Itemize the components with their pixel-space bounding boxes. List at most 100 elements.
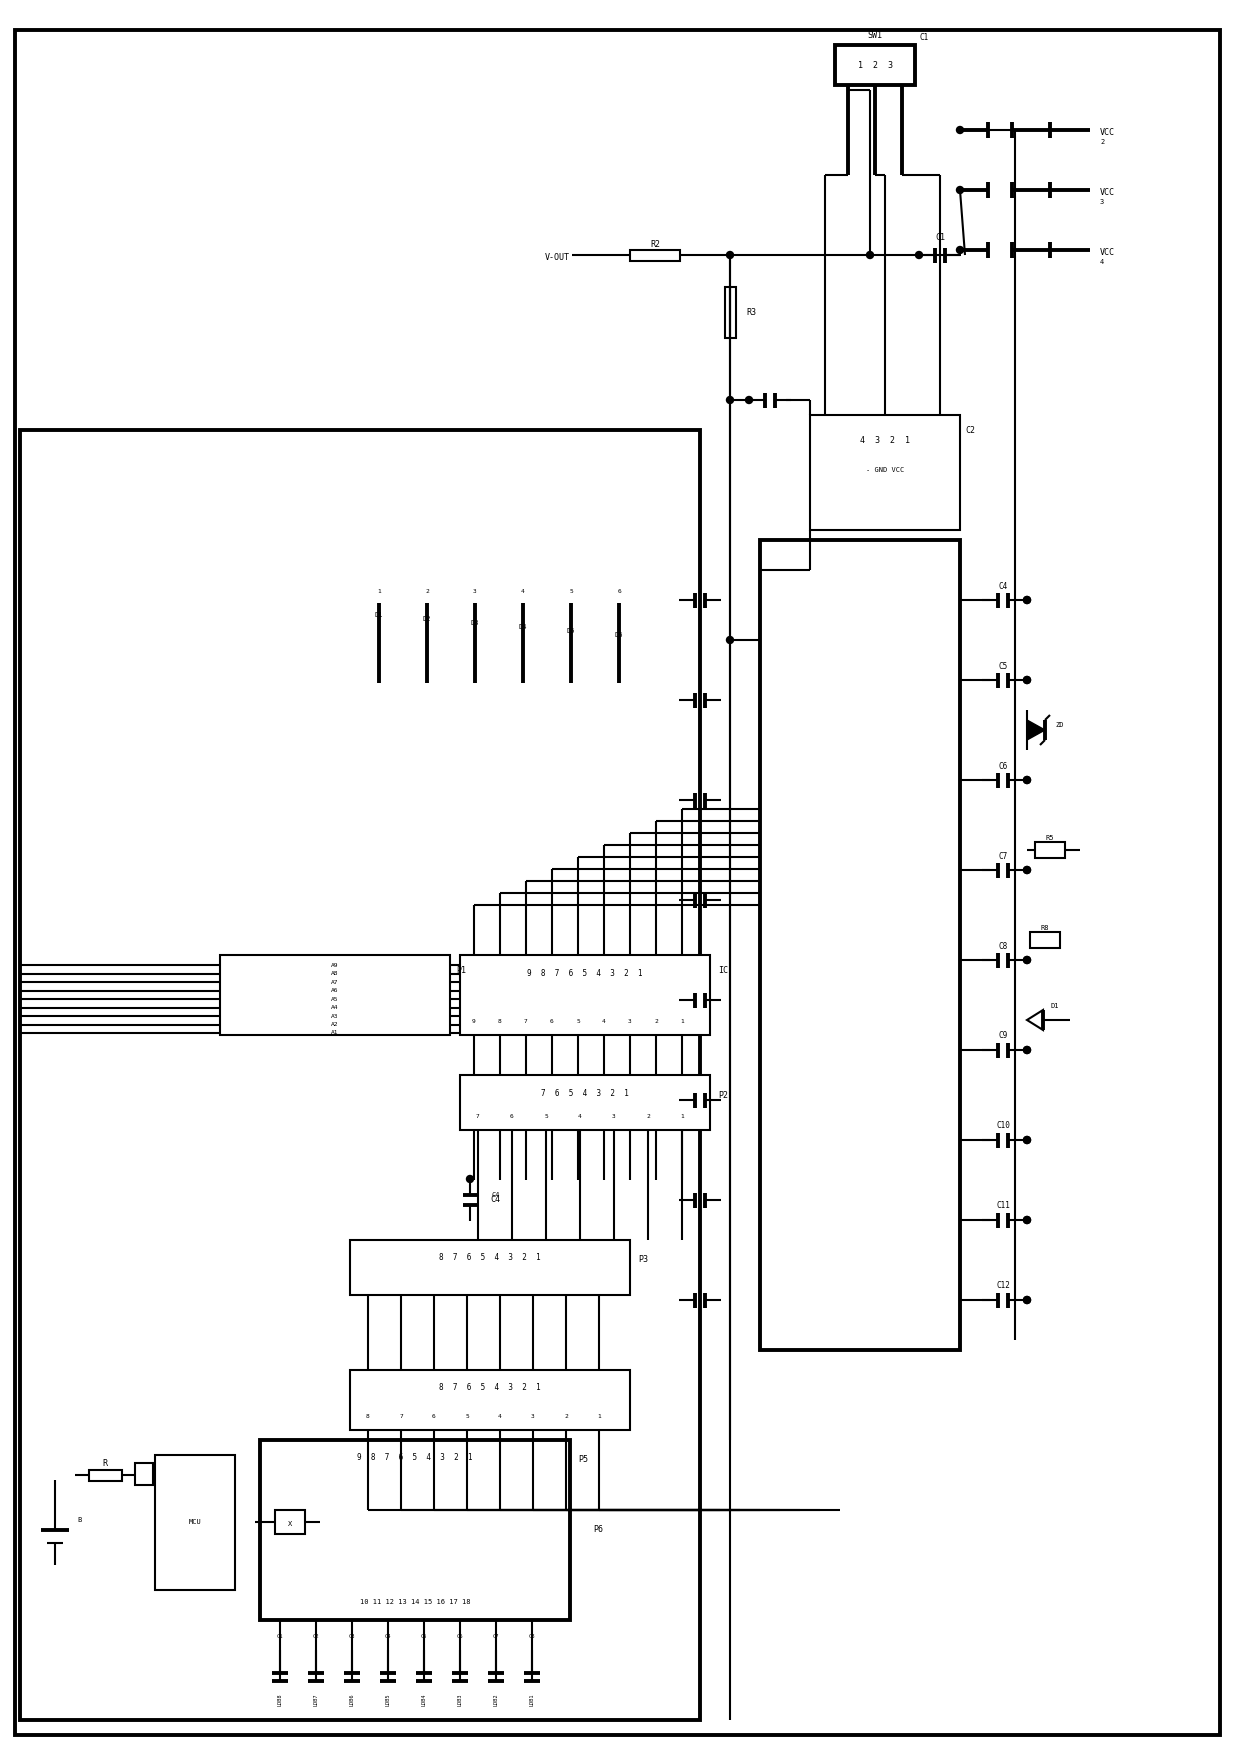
- Text: 5: 5: [544, 1113, 548, 1118]
- Circle shape: [1023, 1216, 1030, 1223]
- Text: 6: 6: [432, 1413, 436, 1419]
- Text: A8: A8: [331, 971, 339, 977]
- Text: D1: D1: [374, 611, 383, 618]
- Text: MCU: MCU: [188, 1518, 201, 1525]
- Bar: [1030, 931, 1060, 949]
- Text: 4  3  2  1: 4 3 2 1: [861, 435, 910, 444]
- Text: 4: 4: [498, 1413, 502, 1419]
- Text: 7: 7: [399, 1413, 403, 1419]
- Text: 9  8  7  6  5  4  3  2  1: 9 8 7 6 5 4 3 2 1: [527, 968, 642, 978]
- Text: 8: 8: [498, 1019, 502, 1024]
- Text: C11: C11: [996, 1202, 1009, 1211]
- Text: A2: A2: [331, 1022, 339, 1027]
- Circle shape: [1023, 596, 1030, 603]
- Circle shape: [745, 397, 753, 404]
- Text: 10 11 12 13 14 15 16 17 18: 10 11 12 13 14 15 16 17 18: [360, 1599, 470, 1605]
- Text: C1: C1: [277, 1635, 283, 1639]
- Bar: [260, 1440, 570, 1619]
- Circle shape: [1023, 596, 1030, 603]
- Bar: [630, 250, 680, 260]
- Circle shape: [915, 252, 923, 259]
- Text: C4: C4: [492, 1191, 501, 1198]
- Text: C2: C2: [965, 426, 975, 435]
- Text: C5: C5: [998, 662, 1008, 671]
- Text: 3: 3: [629, 1019, 632, 1024]
- Text: SW1: SW1: [868, 30, 883, 40]
- Text: VCC: VCC: [1100, 128, 1115, 136]
- Text: 5: 5: [465, 1413, 469, 1419]
- Bar: [1035, 842, 1065, 858]
- Text: R8: R8: [1040, 924, 1049, 931]
- Text: X: X: [288, 1522, 293, 1527]
- Bar: [460, 1074, 711, 1130]
- Bar: [275, 1509, 305, 1534]
- Bar: [88, 1469, 122, 1480]
- Text: LDB2: LDB2: [494, 1695, 498, 1707]
- Text: C7: C7: [998, 851, 1008, 861]
- Text: 2: 2: [1100, 140, 1105, 145]
- Text: - GND VCC: - GND VCC: [866, 466, 904, 473]
- Text: A9: A9: [331, 963, 339, 968]
- Text: C4: C4: [384, 1635, 392, 1639]
- Text: B: B: [77, 1516, 82, 1523]
- Text: 7: 7: [525, 1019, 528, 1024]
- Text: C10: C10: [996, 1122, 1009, 1130]
- Text: 5: 5: [577, 1019, 580, 1024]
- Text: A5: A5: [331, 996, 339, 1001]
- Text: D1: D1: [1050, 1003, 1059, 1010]
- Circle shape: [1023, 1216, 1030, 1223]
- Text: C4: C4: [490, 1195, 500, 1204]
- Circle shape: [956, 126, 963, 133]
- Text: D6: D6: [615, 632, 624, 638]
- Text: VCC: VCC: [1100, 248, 1115, 257]
- Circle shape: [1023, 867, 1030, 874]
- Circle shape: [1023, 1137, 1030, 1144]
- Circle shape: [466, 1176, 474, 1183]
- Text: C3: C3: [348, 1635, 355, 1639]
- Text: A1: A1: [331, 1031, 339, 1036]
- Text: 4: 4: [603, 1019, 606, 1024]
- Text: 6: 6: [510, 1113, 513, 1118]
- Circle shape: [1023, 1296, 1030, 1303]
- Text: A6: A6: [331, 989, 339, 992]
- Text: A3: A3: [331, 1013, 339, 1019]
- Text: 5: 5: [569, 589, 573, 594]
- Circle shape: [1023, 1046, 1030, 1053]
- Text: D5: D5: [567, 627, 575, 634]
- Text: 2: 2: [646, 1113, 650, 1118]
- Text: 4: 4: [521, 589, 525, 594]
- Bar: [724, 287, 735, 339]
- Text: C12: C12: [996, 1282, 1009, 1291]
- Text: C2: C2: [312, 1635, 319, 1639]
- Text: LDB4: LDB4: [422, 1695, 427, 1707]
- Text: 9: 9: [472, 1019, 476, 1024]
- Circle shape: [1023, 1046, 1030, 1053]
- Circle shape: [1023, 1296, 1030, 1303]
- Text: 6: 6: [618, 589, 621, 594]
- Bar: [460, 956, 711, 1034]
- Text: 8  7  6  5  4  3  2  1: 8 7 6 5 4 3 2 1: [439, 1384, 541, 1392]
- Text: 2: 2: [564, 1413, 568, 1419]
- Text: 7: 7: [476, 1113, 480, 1118]
- Circle shape: [1023, 1137, 1030, 1144]
- Text: 3: 3: [1100, 199, 1105, 204]
- Circle shape: [867, 252, 873, 259]
- Text: A7: A7: [331, 980, 339, 985]
- Polygon shape: [1027, 720, 1045, 741]
- Bar: [365, 447, 393, 603]
- Text: 9  8  7  6  5  4  3  2  1: 9 8 7 6 5 4 3 2 1: [357, 1454, 472, 1462]
- Text: ZD: ZD: [1055, 722, 1064, 728]
- Text: V-OUT: V-OUT: [546, 253, 570, 262]
- Text: LDB6: LDB6: [350, 1695, 355, 1707]
- Text: 2: 2: [425, 589, 429, 594]
- Text: 1: 1: [680, 1113, 684, 1118]
- Circle shape: [727, 252, 734, 259]
- Text: A4: A4: [331, 1005, 339, 1010]
- Text: 4: 4: [578, 1113, 582, 1118]
- Text: C8: C8: [528, 1635, 536, 1639]
- Bar: [835, 45, 915, 86]
- Text: P3: P3: [639, 1256, 649, 1265]
- Bar: [350, 1240, 630, 1295]
- Bar: [350, 1370, 630, 1431]
- Text: 1  2  3: 1 2 3: [858, 61, 893, 70]
